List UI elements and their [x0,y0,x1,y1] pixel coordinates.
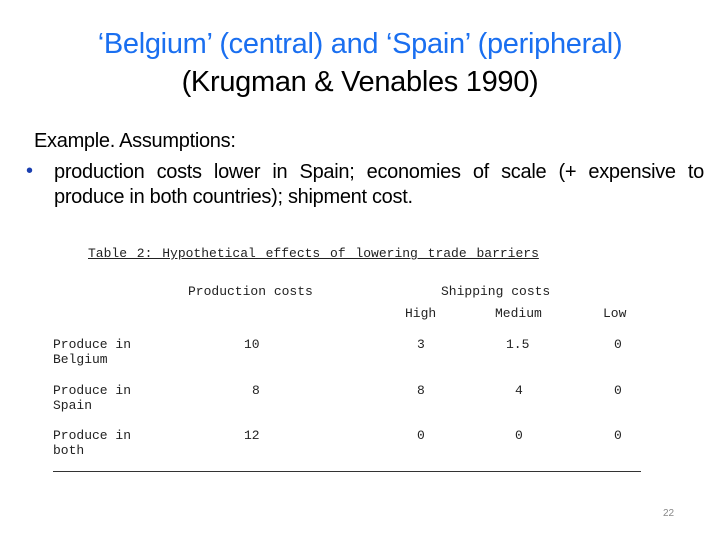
row-label-line1: Produce in [53,337,132,352]
cell-production: 8 [252,383,260,398]
header-shipping-costs: Shipping costs [441,284,551,299]
row-label-line2: Spain [53,398,93,413]
row-label-line2: Belgium [53,352,108,367]
row-label-line1: Produce in [53,383,132,398]
cell-medium: 4 [515,383,523,398]
cell-low: 0 [614,337,622,352]
column-header-medium: Medium [495,306,542,321]
table-bottom-rule [53,471,641,472]
cell-high: 0 [417,428,425,443]
cell-production: 12 [244,428,260,443]
cell-production: 10 [244,337,260,352]
column-header-low: Low [603,306,627,321]
cell-high: 8 [417,383,425,398]
title-line-2: (Krugman & Venables 1990) [181,66,539,98]
cell-high: 3 [417,337,425,352]
page-number: 22 [663,508,675,519]
example-label: Example. Assumptions: [34,130,236,152]
row-label-line2: both [53,443,85,458]
title-line-1: ‘Belgium’ (central) and ‘Spain’ (periphe… [97,28,623,60]
cell-low: 0 [614,428,622,443]
table-caption: Table 2: Hypothetical effects of lowerin… [88,246,539,261]
cell-low: 0 [614,383,622,398]
cell-medium: 0 [515,428,523,443]
bullet-text: production costs lower in Spain; economi… [54,161,704,208]
column-header-high: High [405,306,437,321]
header-production-costs: Production costs [188,284,313,299]
bullet-dot-icon: • [26,160,34,182]
row-label-line1: Produce in [53,428,132,443]
cell-medium: 1.5 [506,337,530,352]
